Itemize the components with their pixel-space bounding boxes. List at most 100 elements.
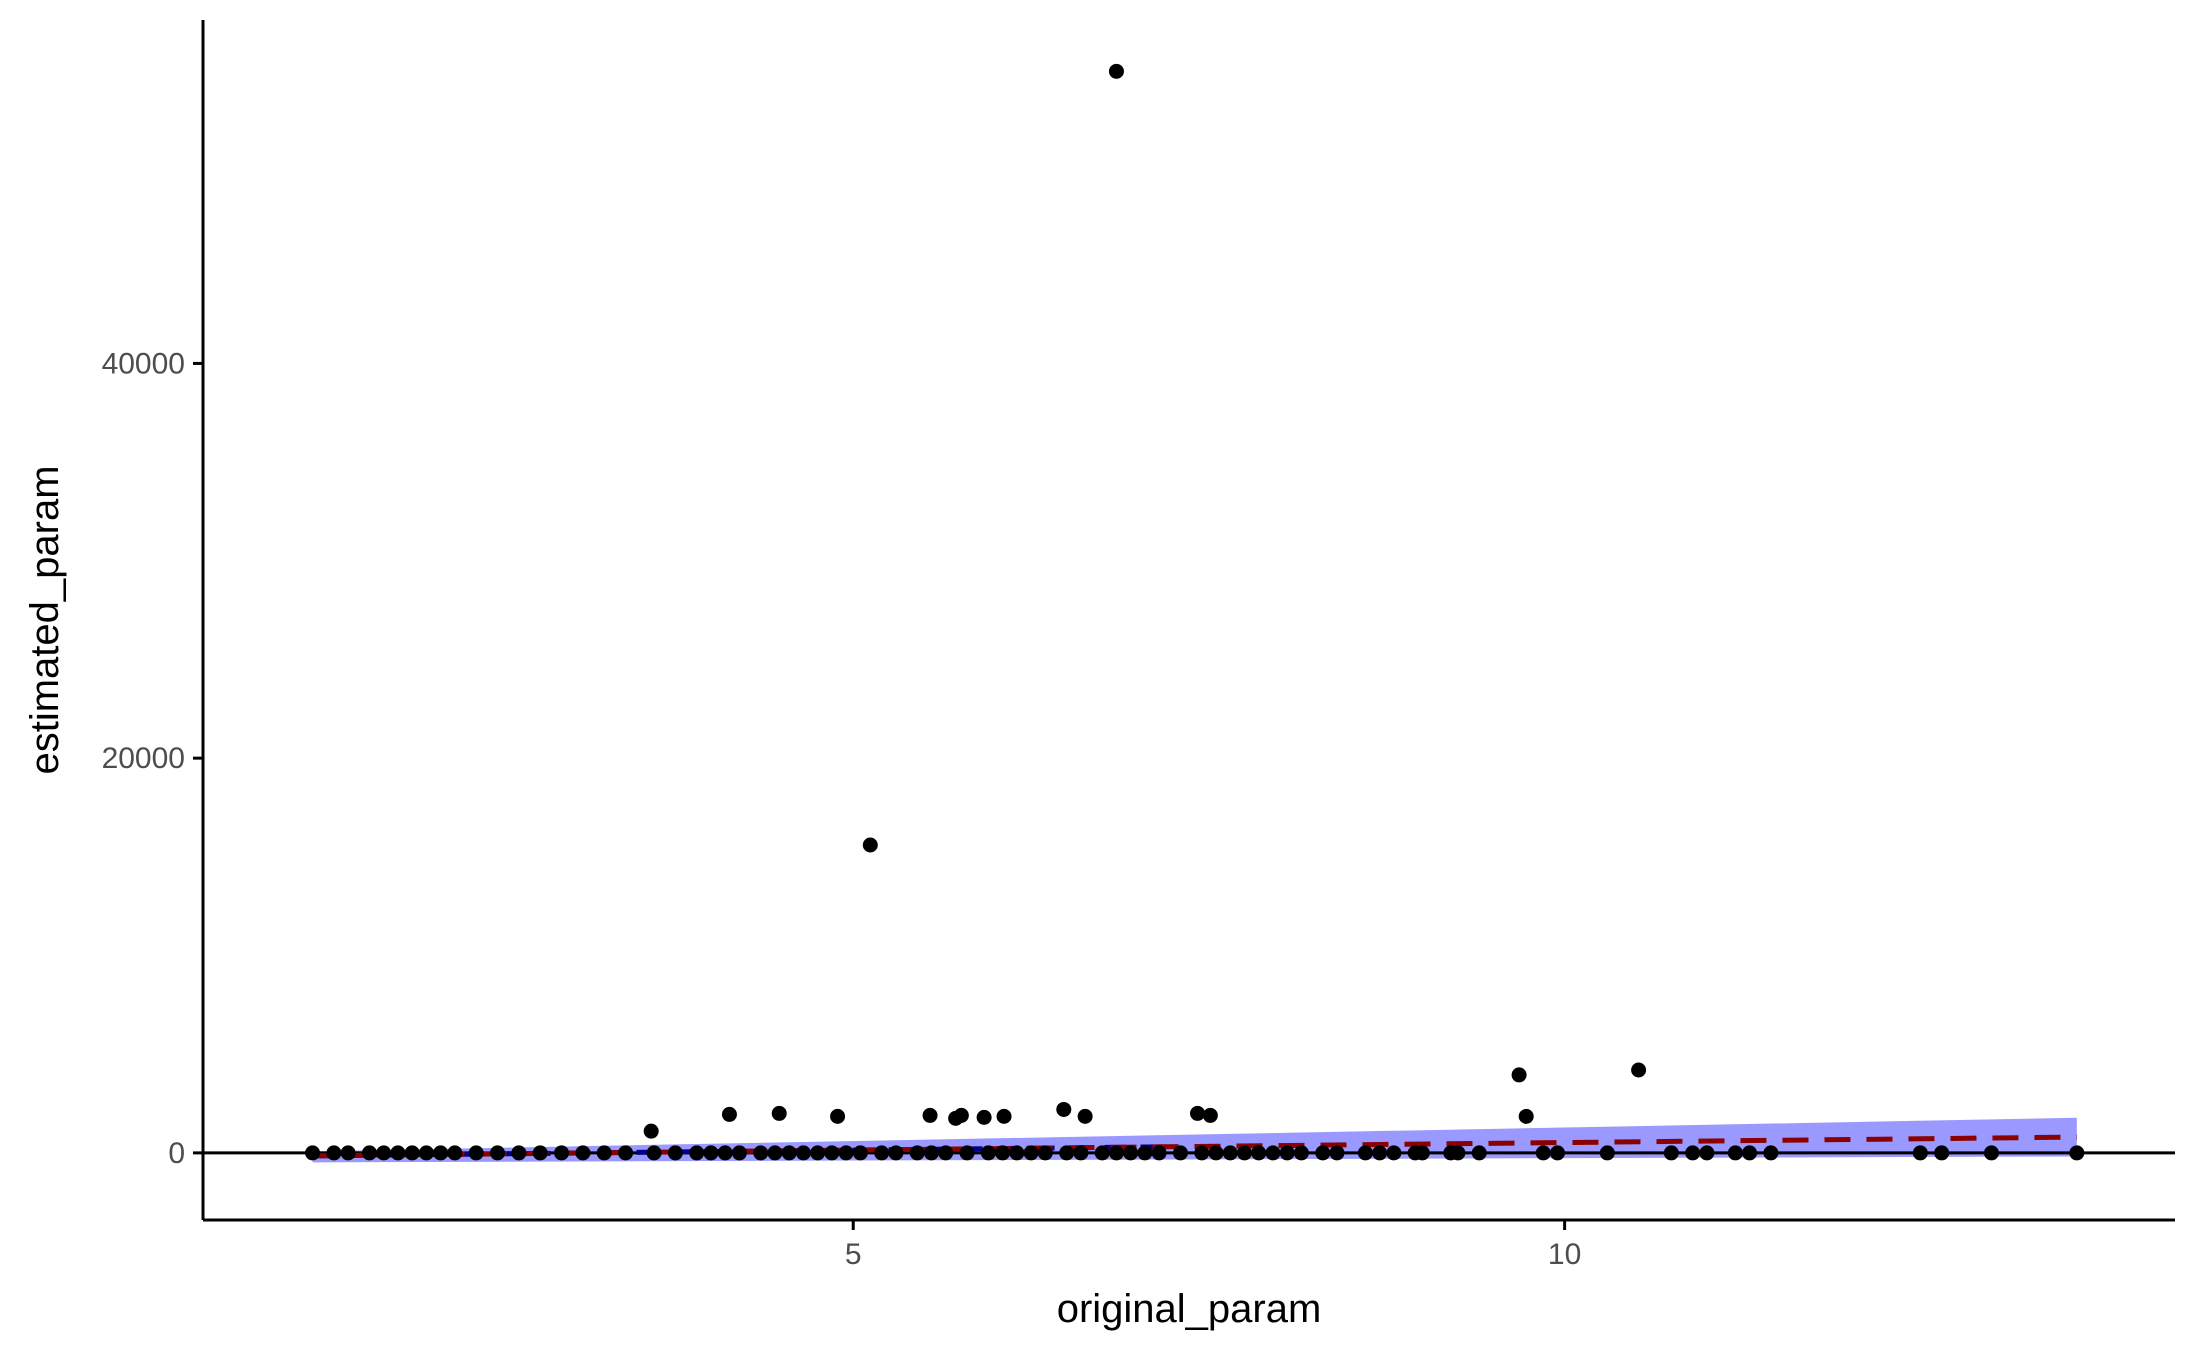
data-point xyxy=(953,1107,969,1123)
data-point xyxy=(830,1108,846,1124)
data-point xyxy=(767,1145,783,1161)
data-point xyxy=(888,1145,904,1161)
data-point xyxy=(1251,1145,1267,1161)
data-point xyxy=(1386,1145,1402,1161)
data-point xyxy=(995,1145,1011,1161)
data-point xyxy=(1685,1145,1701,1161)
data-point xyxy=(959,1145,975,1161)
data-point xyxy=(490,1145,506,1161)
data-point xyxy=(1123,1145,1139,1161)
data-point xyxy=(1518,1108,1534,1124)
data-point xyxy=(646,1145,662,1161)
data-point xyxy=(852,1145,868,1161)
data-point xyxy=(731,1145,747,1161)
data-point xyxy=(1108,1145,1124,1161)
data-point xyxy=(922,1107,938,1123)
data-point xyxy=(2069,1145,2085,1161)
data-point xyxy=(1550,1145,1566,1161)
data-point xyxy=(923,1145,939,1161)
data-point xyxy=(1073,1145,1089,1161)
data-point xyxy=(1009,1145,1025,1161)
data-point xyxy=(1329,1145,1345,1161)
data-point xyxy=(909,1145,925,1161)
data-point xyxy=(795,1145,811,1161)
x-tick-label: 5 xyxy=(845,1238,862,1271)
data-point xyxy=(361,1145,377,1161)
data-point xyxy=(468,1145,484,1161)
data-point xyxy=(771,1105,787,1121)
data-point xyxy=(1236,1145,1252,1161)
data-point xyxy=(1934,1145,1950,1161)
data-point xyxy=(781,1145,797,1161)
data-point xyxy=(1194,1145,1210,1161)
data-point xyxy=(418,1145,434,1161)
data-point xyxy=(433,1145,449,1161)
data-point xyxy=(1077,1108,1093,1124)
data-point xyxy=(305,1145,321,1161)
data-point xyxy=(717,1145,733,1161)
data-point xyxy=(390,1145,406,1161)
data-point xyxy=(1535,1145,1551,1161)
data-point xyxy=(1471,1145,1487,1161)
data-point xyxy=(1023,1145,1039,1161)
data-point xyxy=(689,1145,705,1161)
data-point xyxy=(1202,1107,1218,1123)
data-point xyxy=(1699,1145,1715,1161)
data-point xyxy=(1293,1145,1309,1161)
data-point xyxy=(1094,1145,1110,1161)
data-point xyxy=(753,1145,769,1161)
data-point xyxy=(326,1145,342,1161)
data-point xyxy=(1222,1145,1238,1161)
data-point xyxy=(1190,1105,1206,1121)
x-axis-title: original_param xyxy=(1057,1287,1322,1331)
x-axis-ticks: 5 10 xyxy=(845,1220,1581,1271)
data-point xyxy=(1037,1145,1053,1161)
data-point xyxy=(511,1145,527,1161)
data-point xyxy=(1511,1067,1527,1083)
data-point xyxy=(1372,1145,1388,1161)
y-axis-ticks: 0 20000 40000 xyxy=(102,347,203,1170)
data-point xyxy=(1056,1101,1072,1117)
data-point xyxy=(1137,1145,1153,1161)
data-point xyxy=(532,1145,548,1161)
points-layer xyxy=(305,63,2085,1161)
data-point xyxy=(1912,1145,1928,1161)
data-point xyxy=(340,1145,356,1161)
data-point xyxy=(1631,1062,1647,1078)
data-point xyxy=(838,1145,854,1161)
data-point xyxy=(1450,1145,1466,1161)
data-point xyxy=(980,1145,996,1161)
data-point xyxy=(703,1145,719,1161)
data-point xyxy=(1763,1145,1779,1161)
data-point xyxy=(643,1123,659,1139)
y-axis-title: estimated_param xyxy=(23,465,67,774)
data-point xyxy=(1414,1145,1430,1161)
data-point xyxy=(1742,1145,1758,1161)
data-point xyxy=(862,837,878,853)
x-tick-label: 10 xyxy=(1548,1238,1581,1271)
data-point xyxy=(554,1145,570,1161)
data-point xyxy=(1108,63,1124,79)
data-point xyxy=(404,1145,420,1161)
data-point xyxy=(1172,1145,1188,1161)
y-tick-label: 20000 xyxy=(102,742,185,775)
data-point xyxy=(1727,1145,1743,1161)
data-point xyxy=(996,1108,1012,1124)
data-point xyxy=(1663,1145,1679,1161)
data-point xyxy=(1315,1145,1331,1161)
data-point xyxy=(1279,1145,1295,1161)
data-point xyxy=(976,1109,992,1125)
data-point xyxy=(810,1145,826,1161)
data-point xyxy=(938,1145,954,1161)
data-point xyxy=(1151,1145,1167,1161)
data-point xyxy=(447,1145,463,1161)
data-point xyxy=(1265,1145,1281,1161)
data-point xyxy=(874,1145,890,1161)
data-point xyxy=(824,1145,840,1161)
data-point xyxy=(1599,1145,1615,1161)
data-point xyxy=(667,1145,683,1161)
data-point xyxy=(1357,1145,1373,1161)
data-point xyxy=(1983,1145,1999,1161)
data-point xyxy=(596,1145,612,1161)
